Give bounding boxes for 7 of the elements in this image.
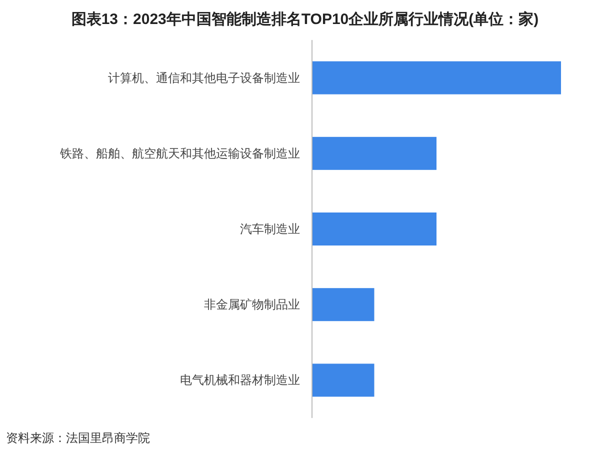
- y-tick-label: 非金属矿物制品业: [204, 298, 300, 312]
- y-tick-label: 铁路、船舶、航空航天和其他运输设备制造业: [59, 146, 300, 160]
- text: 资料来源：法国里昂商学院: [6, 431, 150, 445]
- y-tick-label: 汽车制造业: [240, 222, 300, 236]
- y-tick-label: 电气机械和器材制造业: [180, 373, 300, 388]
- chart-title: 图表13：2023年中国智能制造排名TOP10企业所属行业情况(单位：家): [71, 10, 539, 28]
- y-tick-label: 计算机、通信和其他电子设备制造业: [108, 70, 300, 85]
